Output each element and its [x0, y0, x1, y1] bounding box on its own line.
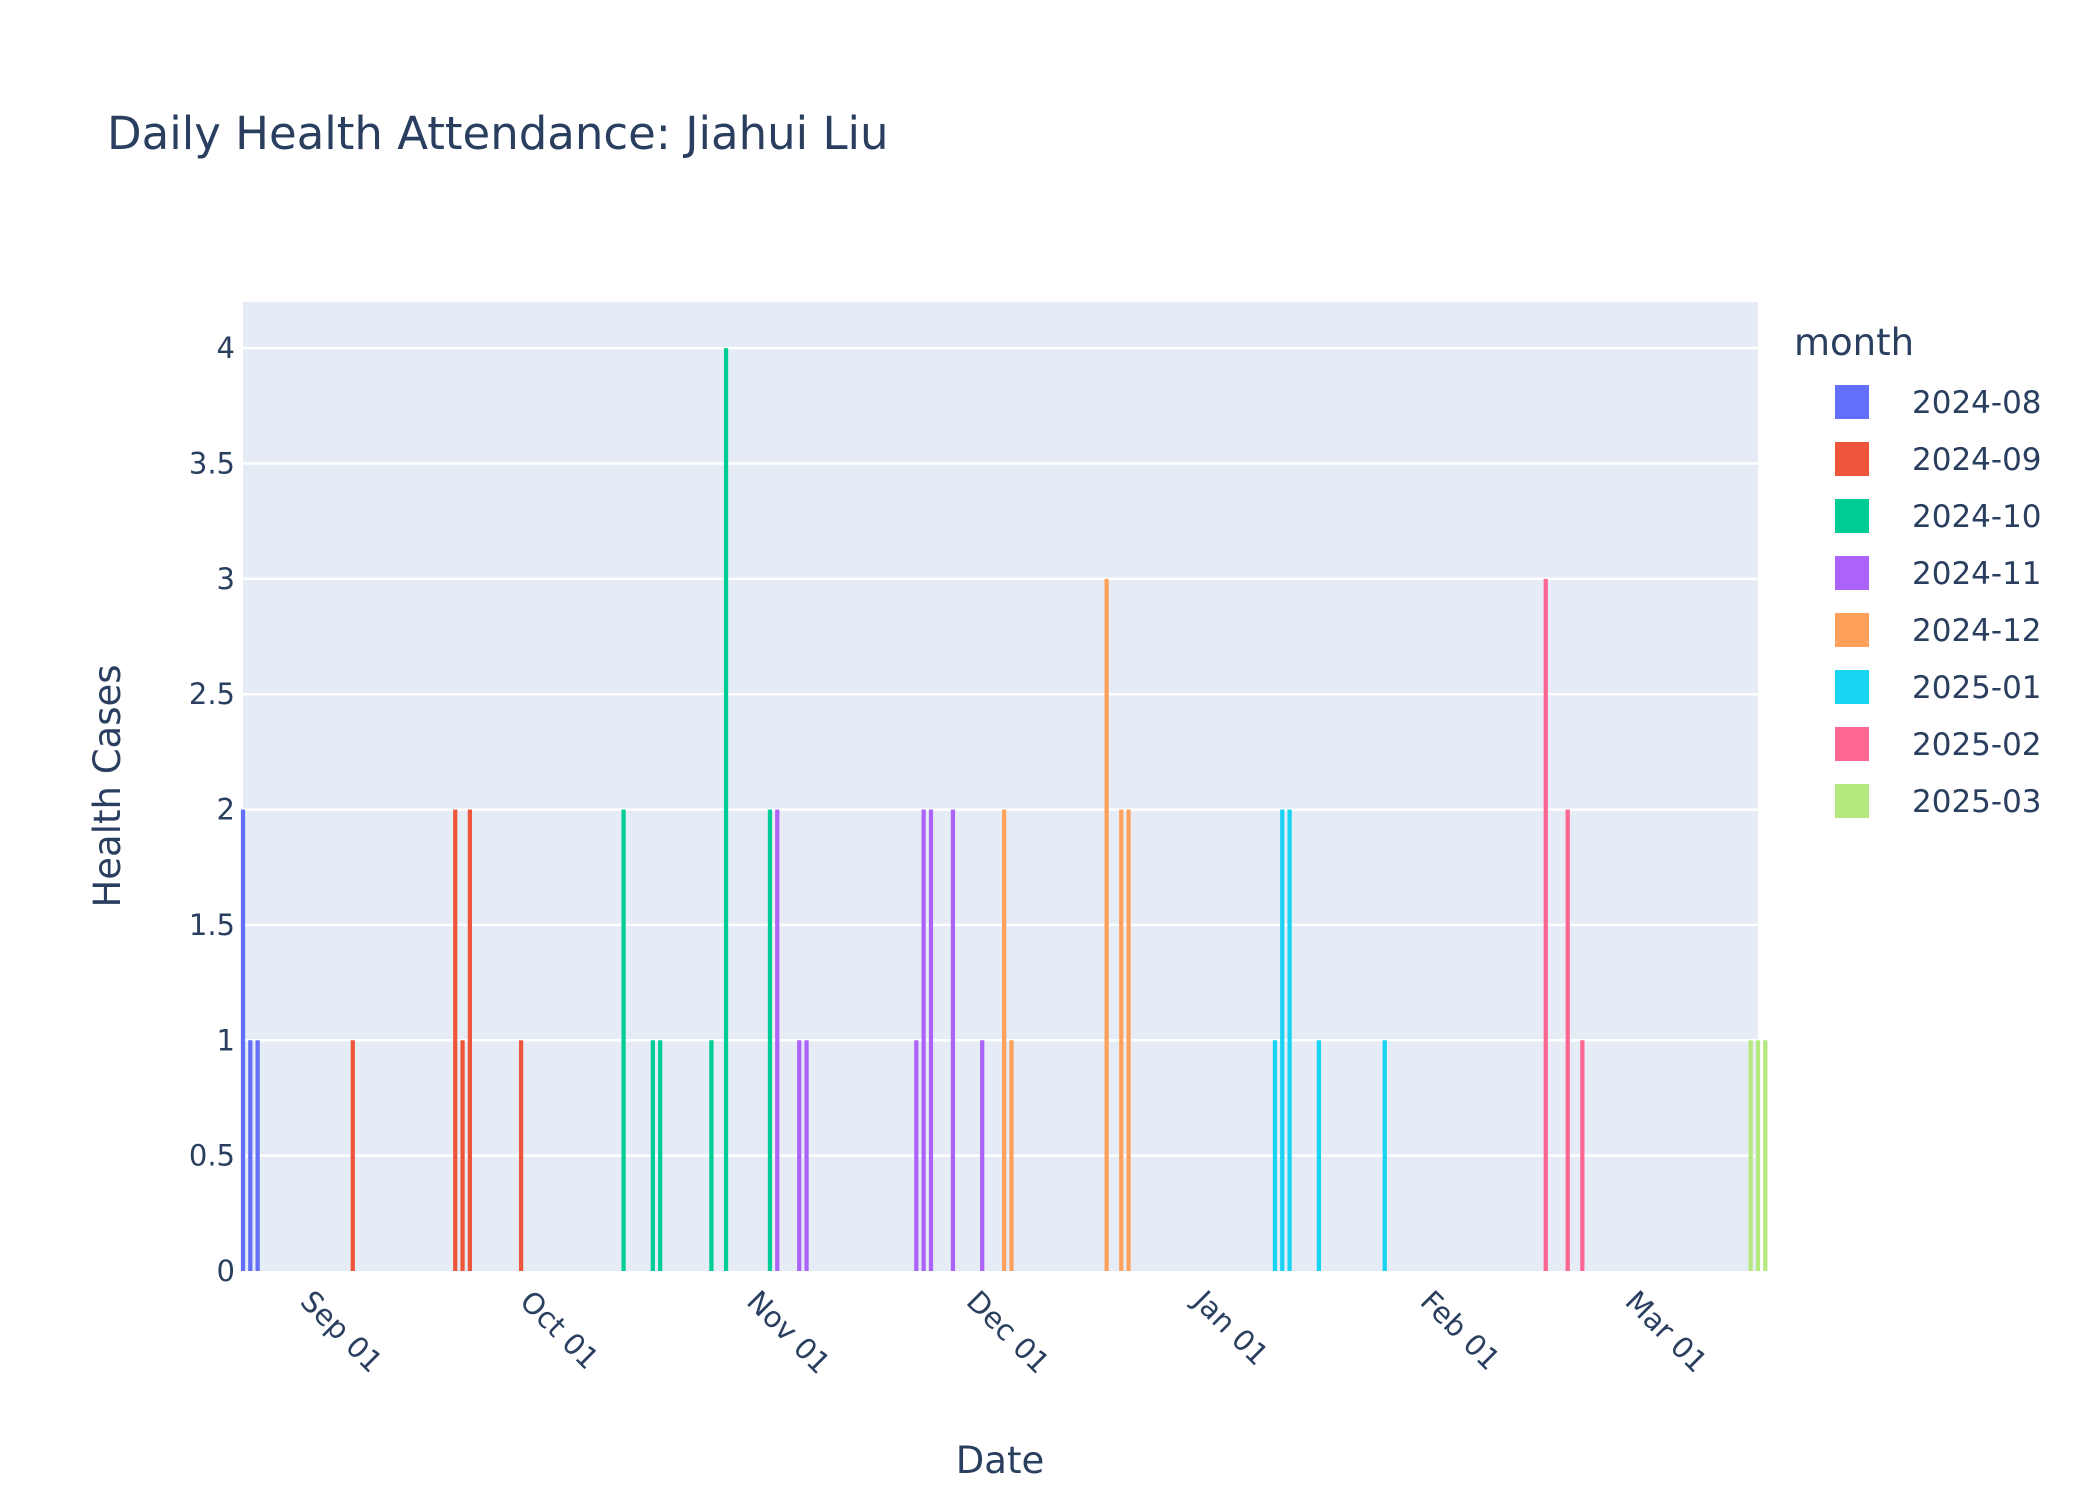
bar — [1543, 578, 1548, 1271]
bar — [723, 348, 729, 1271]
bar — [1748, 1040, 1753, 1271]
y-tick-label: 1.5 — [189, 908, 235, 942]
bar — [767, 809, 773, 1271]
y-tick-label: 2 — [217, 793, 235, 827]
y-tick-label: 0 — [217, 1254, 235, 1288]
bar — [248, 1040, 253, 1271]
bar — [921, 809, 926, 1271]
bar — [1272, 1040, 1278, 1271]
legend-swatch — [1835, 442, 1869, 476]
legend-label: 2024-09 — [1912, 442, 2042, 478]
bar — [775, 809, 780, 1271]
bar — [255, 1040, 260, 1271]
legend-swatch — [1835, 385, 1869, 419]
bar — [928, 809, 934, 1271]
bar — [1755, 1040, 1761, 1271]
legend-swatch — [1835, 556, 1869, 590]
x-tick-label: Feb 01 — [1414, 1284, 1507, 1377]
bar — [980, 1040, 985, 1271]
bar — [1763, 1040, 1768, 1271]
y-tick-label: 3.5 — [189, 447, 235, 481]
legend-label: 2024-11 — [1912, 556, 2042, 592]
legend-label: 2024-10 — [1912, 499, 2042, 535]
legend-swatch — [1835, 613, 1869, 647]
legend: 2024-08 2024-09 2024-10 2024-11 2024-12 2025-… — [1835, 385, 2042, 820]
y-tick-label: 0.5 — [189, 1139, 235, 1173]
bar — [1002, 809, 1007, 1271]
y-tick-label: 4 — [217, 331, 235, 365]
bar — [453, 809, 458, 1271]
x-tick-label: Oct 01 — [513, 1284, 605, 1376]
legend-label: 2024-08 — [1912, 385, 2042, 421]
bar — [797, 1040, 802, 1271]
bar — [1126, 809, 1131, 1271]
bar — [460, 1040, 465, 1271]
bars — [240, 348, 1768, 1271]
x-tick-label: Nov 01 — [740, 1284, 837, 1381]
bar — [650, 1040, 655, 1271]
bar — [1580, 1040, 1585, 1271]
y-axis-title: Health Cases — [86, 664, 129, 907]
x-tick-label: Mar 01 — [1619, 1284, 1714, 1379]
bar — [621, 809, 626, 1271]
y-tick-label: 3 — [217, 562, 235, 596]
bar — [518, 1040, 524, 1271]
legend-title: month — [1794, 321, 1914, 364]
bar — [1009, 1040, 1014, 1271]
chart-title: Daily Health Attendance: Jiahui Liu — [107, 107, 889, 160]
y-tick-label: 2.5 — [189, 677, 235, 711]
bar — [1280, 809, 1285, 1271]
bar — [804, 1040, 809, 1271]
legend-swatch — [1835, 670, 1869, 704]
bar — [240, 809, 246, 1271]
legend-swatch — [1835, 727, 1869, 761]
legend-label: 2024-12 — [1912, 613, 2042, 649]
legend-label: 2025-03 — [1912, 784, 2042, 820]
x-axis-title: Date — [956, 1439, 1044, 1482]
bar — [1287, 809, 1292, 1271]
bar — [1119, 809, 1124, 1271]
x-tick-label: Jan 01 — [1185, 1282, 1275, 1372]
x-tick-label: Dec 01 — [960, 1284, 1056, 1380]
y-axis-ticks: 0 0.5 1 1.5 2 2.5 3 3.5 4 — [189, 331, 235, 1288]
bar — [1565, 809, 1570, 1271]
bar — [709, 1040, 714, 1271]
bar — [467, 809, 472, 1271]
gridlines — [243, 346, 1758, 1157]
x-axis-ticks: Sep 01 Oct 01 Nov 01 Dec 01 Jan 01 Feb 01 Mar … — [294, 1282, 1714, 1380]
bar — [1104, 578, 1109, 1271]
y-tick-label: 1 — [217, 1023, 235, 1057]
legend-label: 2025-01 — [1912, 670, 2042, 706]
legend-swatch — [1835, 499, 1869, 533]
bar — [350, 1040, 355, 1271]
legend-label: 2025-02 — [1912, 727, 2042, 763]
x-tick-label: Sep 01 — [294, 1284, 389, 1379]
bar — [914, 1040, 919, 1271]
legend-swatch — [1835, 784, 1869, 818]
bar — [950, 809, 956, 1271]
bar — [1382, 1040, 1387, 1271]
bar — [1316, 1040, 1321, 1271]
bar — [658, 1040, 663, 1271]
